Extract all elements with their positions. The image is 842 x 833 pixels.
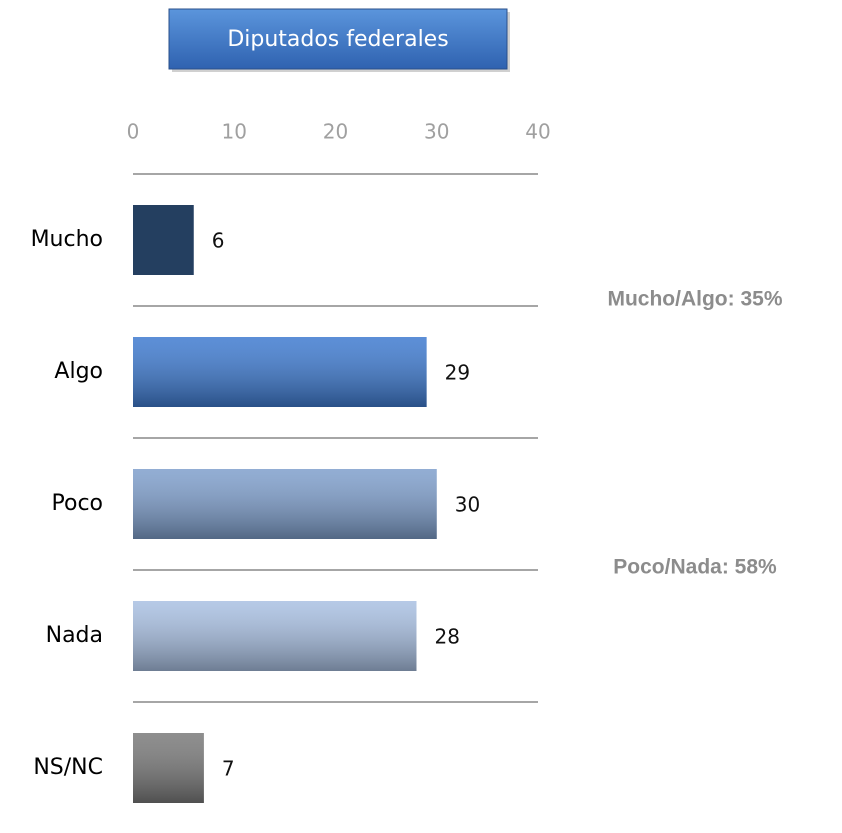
y-tick-label: Mucho (31, 227, 103, 252)
x-tick-label: 30 (424, 120, 449, 144)
x-tick-label: 20 (323, 120, 348, 144)
value-label: 7 (222, 757, 235, 781)
y-tick-label: Poco (52, 491, 104, 516)
annotation: Poco/Nada: 58% (613, 556, 777, 579)
y-tick-label: Algo (54, 359, 103, 384)
annotation: Mucho/Algo: 35% (607, 288, 782, 311)
value-label: 30 (455, 493, 480, 517)
bar-shade (133, 337, 427, 407)
y-tick-label: Nada (46, 623, 103, 648)
value-label: 29 (445, 361, 470, 385)
chart-title: Diputados federales (227, 27, 448, 52)
y-tick-label: NS/NC (33, 755, 103, 780)
x-tick-label: 40 (525, 120, 550, 144)
value-label: 6 (212, 229, 225, 253)
bar-shade (133, 469, 437, 539)
value-label: 28 (435, 625, 460, 649)
x-tick-label: 0 (127, 120, 140, 144)
bar-shade (133, 601, 417, 671)
bar-shade (133, 733, 204, 803)
title-box (168, 8, 508, 70)
x-tick-label: 10 (222, 120, 247, 144)
bar (133, 205, 194, 275)
